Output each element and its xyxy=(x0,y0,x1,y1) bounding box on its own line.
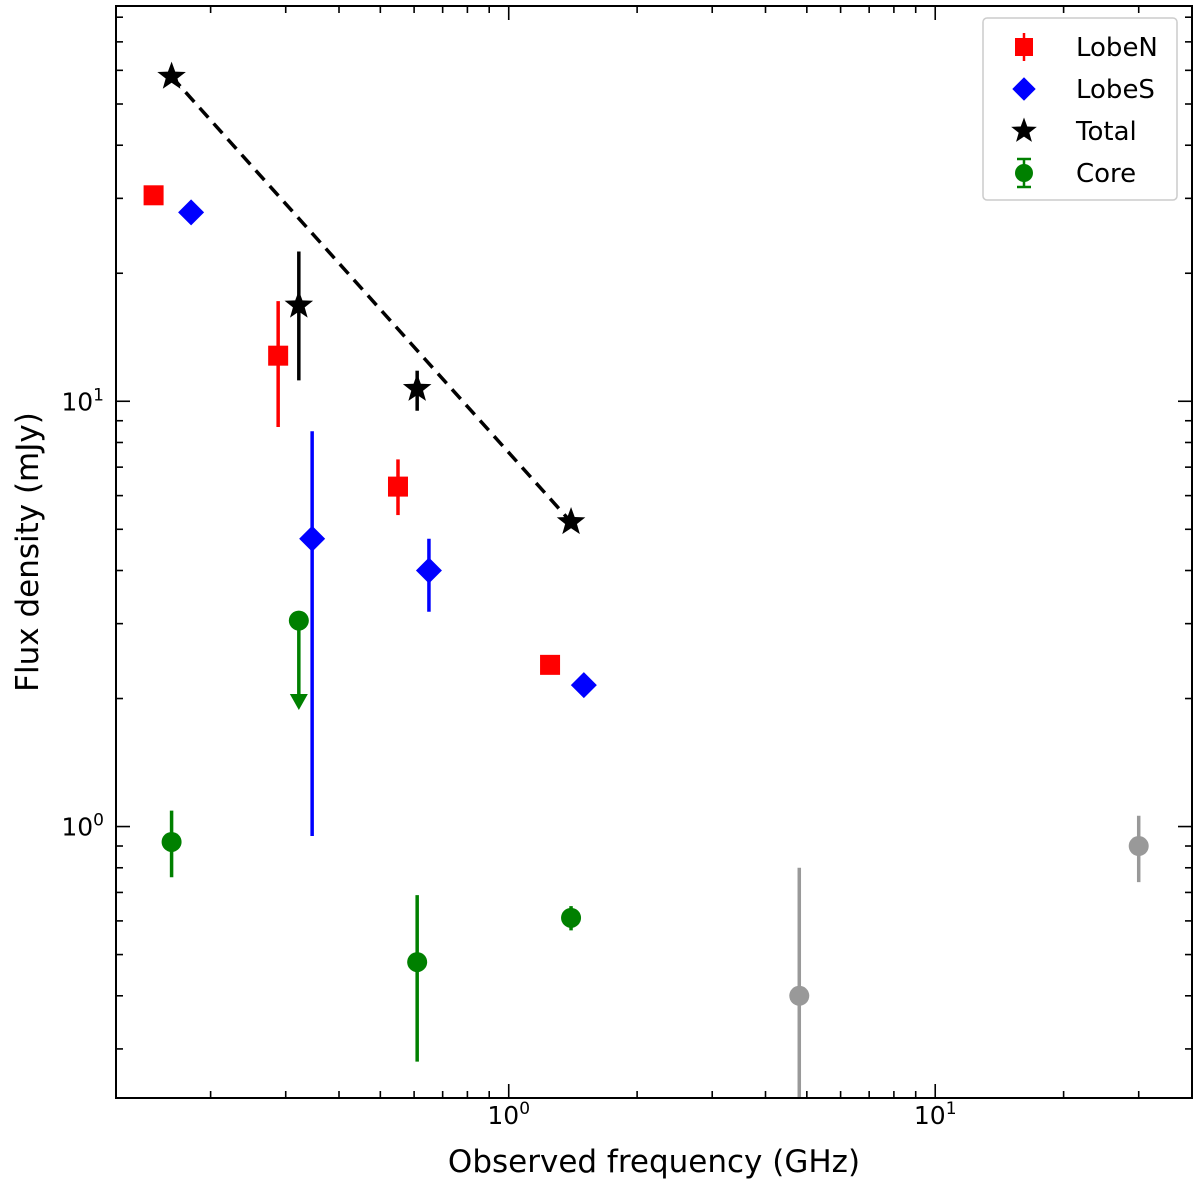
point-total xyxy=(402,373,432,401)
legend-label-core: Core xyxy=(1076,159,1136,189)
point-lobes xyxy=(415,557,442,584)
point-loben xyxy=(387,476,408,497)
y-axis-label: Flux density (mJy) xyxy=(10,412,46,692)
point-lobes xyxy=(570,672,597,699)
point-core xyxy=(288,610,309,631)
point-lobes xyxy=(299,525,326,552)
point-total xyxy=(556,507,586,535)
point-core xyxy=(161,831,182,852)
x-axis-label: Observed frequency (GHz) xyxy=(448,1144,860,1180)
point-reference xyxy=(789,985,810,1006)
legend-label-lobes: LobeS xyxy=(1076,75,1155,105)
point-loben xyxy=(143,185,164,206)
plot-area xyxy=(143,61,1149,1098)
x-tick-label: 101 xyxy=(914,1099,957,1130)
x-tick-labels: 100 101 xyxy=(487,1099,956,1130)
legend-symbol-total xyxy=(1011,117,1037,142)
legend: LobeN LobeS Total Core xyxy=(982,17,1178,201)
legend-symbol-core xyxy=(1015,164,1033,182)
legend-symbol-lobes xyxy=(1012,77,1036,101)
point-total xyxy=(284,290,314,318)
y-tick-label: 100 xyxy=(61,811,104,842)
point-loben xyxy=(540,654,561,675)
axes-frame xyxy=(115,5,1193,1099)
legend-box xyxy=(982,17,1178,201)
legend-label-loben: LobeN xyxy=(1076,33,1158,63)
legend-label-total: Total xyxy=(1075,117,1137,147)
y-tick-label: 101 xyxy=(61,385,104,416)
major-tick-marks xyxy=(116,6,1192,1098)
point-total xyxy=(157,61,186,89)
dashed-fit-line xyxy=(170,75,573,524)
point-reference xyxy=(1128,836,1149,857)
legend-symbol-loben xyxy=(1015,38,1033,56)
point-core xyxy=(407,952,428,973)
point-loben xyxy=(268,345,289,366)
upper-limit-arrow-core xyxy=(289,694,308,711)
point-core xyxy=(561,907,582,928)
point-lobes xyxy=(178,199,205,226)
x-tick-label: 100 xyxy=(487,1099,530,1130)
y-tick-labels: 100 101 xyxy=(61,385,104,841)
